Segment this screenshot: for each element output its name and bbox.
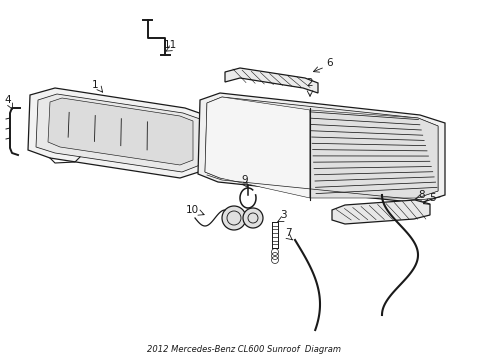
Polygon shape	[36, 94, 200, 172]
Polygon shape	[204, 97, 309, 198]
Circle shape	[222, 206, 245, 230]
Text: 5: 5	[428, 193, 434, 203]
Polygon shape	[198, 93, 444, 203]
Text: 3: 3	[279, 210, 286, 220]
Text: 11: 11	[163, 40, 176, 50]
Polygon shape	[309, 110, 437, 198]
Text: 10: 10	[185, 205, 198, 215]
Polygon shape	[224, 68, 317, 93]
Text: 6: 6	[326, 58, 333, 68]
Polygon shape	[331, 200, 429, 224]
Text: 2012 Mercedes-Benz CL600 Sunroof  Diagram: 2012 Mercedes-Benz CL600 Sunroof Diagram	[147, 346, 340, 355]
Polygon shape	[204, 97, 437, 198]
Text: 1: 1	[92, 80, 98, 90]
Polygon shape	[48, 98, 193, 165]
Text: 7: 7	[284, 228, 291, 238]
Circle shape	[243, 208, 263, 228]
Text: 8: 8	[418, 190, 425, 200]
Text: 4: 4	[5, 95, 11, 105]
Text: 2: 2	[306, 78, 313, 88]
Text: 9: 9	[241, 175, 248, 185]
Polygon shape	[28, 88, 204, 178]
